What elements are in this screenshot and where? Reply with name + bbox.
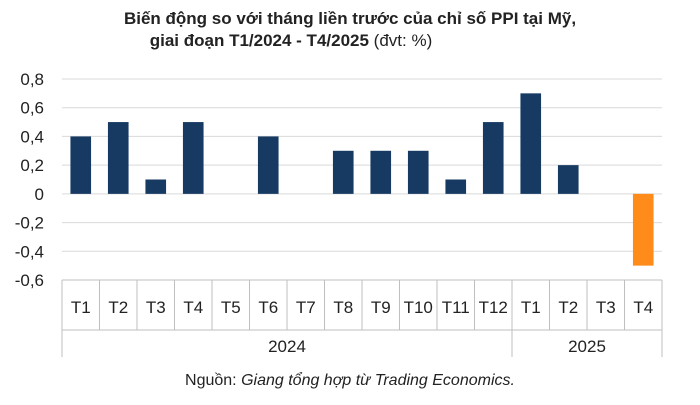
bar (145, 179, 167, 194)
bar (332, 150, 354, 194)
chart-title-period: giai đoạn T1/2024 - T4/2025 (149, 31, 369, 50)
y-tick-label: 0,2 (20, 156, 44, 175)
x-tick-label: T2 (558, 298, 578, 317)
bar (520, 93, 542, 194)
x-tick-label: T8 (333, 298, 353, 317)
bar (632, 193, 654, 266)
bar (182, 122, 204, 194)
x-tick-label: T7 (296, 298, 316, 317)
bar (557, 165, 579, 194)
x-tick-label: T3 (596, 298, 616, 317)
x-tick-label: T10 (404, 298, 433, 317)
x-tick-label: T11 (442, 298, 470, 317)
source-note: Nguồn: Giang tổng hợp từ Trading Economi… (0, 372, 700, 390)
bar (407, 150, 429, 194)
x-tick-label: T1 (71, 298, 91, 317)
x-group-label: 2025 (568, 337, 606, 356)
x-tick-label: T4 (633, 298, 653, 317)
bar (70, 136, 92, 194)
x-tick-label: T9 (371, 298, 391, 317)
bar (107, 122, 129, 194)
chart-title-line2: giai đoạn T1/2024 - T4/2025 (đvt: %) (0, 30, 700, 52)
bar (370, 150, 392, 194)
chart-title: Biến động so với tháng liền trước của ch… (0, 8, 700, 52)
x-tick-label: T12 (479, 298, 508, 317)
y-tick-label: -0,6 (15, 271, 44, 290)
y-tick-label: 0,8 (20, 70, 44, 89)
chart-title-line1: Biến động so với tháng liền trước của ch… (123, 9, 577, 28)
x-tick-label: T6 (258, 298, 278, 317)
y-tick-label: 0,6 (20, 99, 44, 118)
x-tick-label: T2 (108, 298, 128, 317)
y-tick-label: -0,4 (15, 242, 44, 261)
source-text: Giang tổng hợp từ Trading Economics. (241, 372, 515, 389)
x-tick-label: T5 (221, 298, 241, 317)
y-tick-label: -0,2 (15, 214, 44, 233)
x-tick-label: T1 (521, 298, 541, 317)
y-tick-label: 0 (35, 185, 44, 204)
x-tick-label: T4 (183, 298, 203, 317)
bar (257, 136, 279, 194)
source-prefix: Nguồn: (185, 372, 242, 389)
x-tick-label: T3 (146, 298, 166, 317)
chart-title-unit: (đvt: %) (368, 31, 433, 50)
x-group-label: 2024 (268, 337, 306, 356)
bar (482, 122, 504, 194)
bar (445, 179, 467, 194)
y-tick-label: 0,4 (20, 127, 44, 146)
